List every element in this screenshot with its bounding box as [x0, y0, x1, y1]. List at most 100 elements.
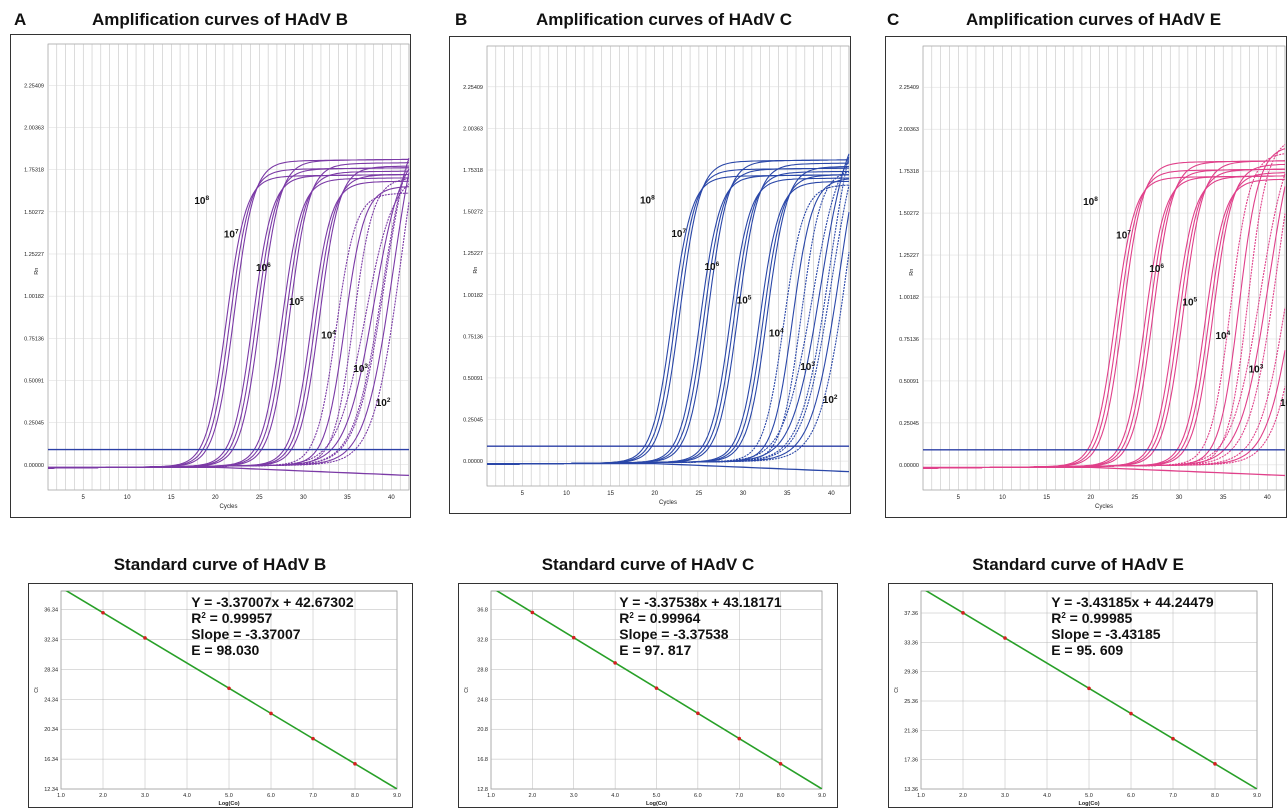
x-tick-label: 5	[957, 495, 961, 501]
y-tick-label: 2.25409	[899, 85, 919, 91]
y-tick-label: 0.50091	[899, 379, 919, 385]
y-tick-label: 2.00363	[463, 126, 483, 132]
y-tick-label: 36.8	[477, 608, 488, 614]
chart-frame	[28, 583, 413, 808]
x-tick-label: 10	[999, 495, 1006, 501]
x-axis-label: Log(Co)	[218, 801, 239, 807]
y-tick-label: 2.00363	[24, 126, 44, 132]
r-squared-value: R2 = 0.99964	[619, 610, 700, 626]
dilution-label: 103	[800, 361, 815, 373]
x-tick-label: 40	[828, 491, 835, 497]
data-point	[737, 736, 742, 741]
dilution-label: 103	[1249, 364, 1264, 376]
y-tick-label: 0.75136	[463, 334, 483, 340]
y-tick-label: 1.00182	[899, 295, 919, 301]
x-tick-label: 5.0	[1085, 793, 1093, 799]
y-tick-label: 32.34	[44, 638, 58, 644]
regression-equation: Y = -3.43185x + 44.24479	[1051, 594, 1214, 610]
x-tick-label: 5.0	[225, 793, 233, 799]
dilution-label: 108	[1083, 196, 1098, 208]
y-tick-label: 1.75318	[899, 169, 919, 175]
y-tick-label: 2.00363	[899, 127, 919, 133]
dilution-label: 104	[1216, 330, 1231, 342]
x-tick-label: 35	[1220, 495, 1227, 501]
x-tick-label: 9.0	[1253, 793, 1261, 799]
dilution-label: 105	[737, 294, 752, 306]
x-tick-label: 9.0	[393, 793, 401, 799]
x-tick-label: 1.0	[57, 793, 65, 799]
standard-curve-chart-hadv-c: 1.0 2.0 3.0 4.0 5.0 6.0 7.0 8.0 9.0 12.8 16.8 20.8 2…	[458, 583, 838, 808]
y-tick-label: 12.34	[44, 787, 58, 793]
x-tick-label: 30	[740, 491, 747, 497]
y-axis-label: Rn	[34, 268, 40, 275]
y-tick-label: 0.50091	[24, 378, 44, 384]
x-tick-label: 7.0	[735, 793, 743, 799]
amplification-chart-hadv-c: 0.00000 0.25045 0.50091 0.75136 1.00182 1.252…	[449, 36, 851, 514]
amplification-chart-hadv-e: 0.00000 0.25045 0.50091 0.75136 1.00182 1.252…	[885, 36, 1287, 518]
x-tick-label: 35	[344, 495, 351, 501]
y-tick-label: 16.8	[477, 757, 488, 763]
y-tick-label: 33.36	[904, 640, 918, 646]
x-tick-label: 1.0	[487, 793, 495, 799]
data-point	[654, 686, 659, 690]
x-axis-label: Cycles	[659, 500, 677, 506]
data-point	[1003, 636, 1007, 640]
efficiency-value: E = 98.030	[191, 642, 259, 658]
x-tick-label: 20	[212, 495, 219, 501]
x-tick-label: 20	[651, 491, 658, 497]
data-point	[613, 661, 617, 665]
data-point	[778, 761, 783, 766]
dilution-label: 107	[224, 229, 239, 241]
x-tick-label: 2.0	[99, 793, 107, 799]
dilution-label: 106	[256, 262, 271, 274]
data-point	[1213, 762, 1217, 766]
y-tick-label: 0.25045	[24, 421, 44, 427]
dilution-label: 105	[1182, 297, 1197, 309]
x-tick-label: 40	[1264, 495, 1271, 501]
x-tick-label: 4.0	[1043, 793, 1051, 799]
x-tick-label: 1.0	[917, 793, 925, 799]
x-axis-label: Log(Co)	[1078, 801, 1099, 807]
y-tick-label: 29.36	[904, 670, 918, 676]
data-point	[696, 711, 700, 716]
panel-letter-a: A	[14, 10, 27, 29]
y-tick-label: 0.75136	[24, 336, 44, 342]
y-axis-label: Rn	[473, 267, 479, 274]
y-tick-label: 13.36	[904, 787, 918, 793]
negative-control-curve	[48, 466, 410, 477]
standard-curve-chart-hadv-b: 1.0 2.0 3.0 4.0 5.0 6.0 7.0 8.0 9.0 12.34 16.34 20.…	[28, 583, 413, 808]
x-tick-label: 15	[168, 495, 175, 501]
y-tick-label: 21.36	[904, 728, 918, 734]
x-axis-label: Cycles	[219, 504, 237, 510]
standard-curve-title-c: Standard curve of HAdV C	[541, 555, 755, 574]
y-tick-label: 1.50272	[24, 210, 44, 216]
x-tick-label: 25	[1132, 495, 1139, 501]
x-tick-label: 6.0	[1127, 793, 1135, 799]
y-tick-label: 0.50091	[463, 376, 483, 382]
amplification-title-e: Amplification curves of HAdV E	[966, 10, 1222, 29]
y-tick-label: 36.34	[44, 608, 58, 614]
y-tick-label: 24.34	[44, 697, 58, 703]
x-tick-label: 7.0	[309, 793, 317, 799]
x-tick-label: 8.0	[351, 793, 359, 799]
x-tick-label: 20	[1087, 495, 1094, 501]
dilution-label: 108	[194, 195, 209, 207]
slope-value: Slope = -3.37538	[619, 626, 729, 642]
x-tick-label: 5.0	[653, 793, 661, 799]
y-tick-label: 24.8	[477, 697, 488, 703]
y-tick-label: 1.75318	[24, 168, 44, 174]
standard-curve-title-e: Standard curve of HAdV E	[972, 555, 1184, 574]
x-tick-label: 30	[1176, 495, 1183, 501]
x-tick-label: 8.0	[777, 793, 785, 799]
data-point	[227, 686, 231, 691]
dilution-label: 104	[321, 330, 336, 342]
y-tick-label: 37.36	[904, 611, 918, 617]
data-point	[269, 711, 273, 716]
data-point	[1171, 736, 1175, 741]
y-tick-label: 20.34	[44, 727, 58, 733]
y-tick-label: 16.34	[44, 757, 58, 763]
dilution-label: 102	[823, 394, 838, 406]
x-tick-label: 30	[300, 495, 307, 501]
x-tick-label: 15	[1043, 495, 1050, 501]
x-tick-label: 10	[124, 495, 131, 501]
